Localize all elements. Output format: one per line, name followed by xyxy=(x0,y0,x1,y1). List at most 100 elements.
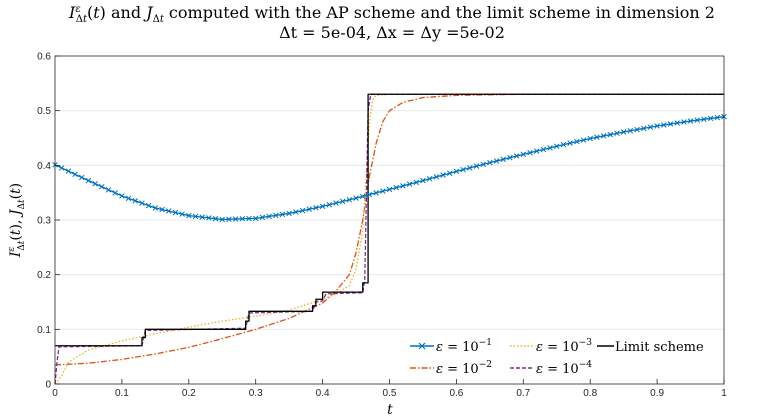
data-point xyxy=(453,168,460,175)
data-point xyxy=(547,145,553,151)
series-line xyxy=(54,93,724,385)
data-point xyxy=(119,193,125,199)
y-tick-label: 0 xyxy=(45,380,51,391)
data-point xyxy=(92,180,98,187)
series-line xyxy=(55,93,724,347)
series-limit-scheme xyxy=(55,93,724,347)
data-point xyxy=(694,117,700,123)
series--10-2 xyxy=(54,93,724,366)
legend-label: ε = 10−4 xyxy=(536,360,592,377)
data-point xyxy=(560,141,567,148)
chart-title: Iε Δt(t) and JΔt computed with the AP sch… xyxy=(68,3,715,25)
series--10-3 xyxy=(54,93,724,385)
data-point xyxy=(65,168,72,174)
x-tick-label: 1 xyxy=(721,388,727,399)
data-point xyxy=(259,214,266,221)
data-point xyxy=(105,187,112,193)
data-point xyxy=(279,211,286,218)
chart-subtitle: Δt = 5e-04, Δx = Δy =5e-02 xyxy=(279,23,505,42)
data-point xyxy=(252,215,259,222)
data-point xyxy=(500,156,506,163)
x-tick-label: 0.2 xyxy=(182,388,196,399)
legend-item-eps-2: ε = 10−2 xyxy=(410,360,492,377)
legend-marker xyxy=(418,342,426,350)
data-point xyxy=(674,120,680,126)
data-point xyxy=(79,174,85,181)
data-point xyxy=(433,174,440,180)
data-point xyxy=(326,201,333,208)
data-point xyxy=(299,207,306,214)
x-tick-label: 0.9 xyxy=(650,388,664,399)
data-point xyxy=(165,208,172,214)
data-point xyxy=(239,216,246,222)
data-point xyxy=(400,183,406,189)
legend-label: ε = 10−3 xyxy=(536,338,592,355)
plot-area: 0 0.1 0.2 0.3 0.4 0.5 0.6 0.7 0.8 0.9 1 0 0.1 0.2 0.3… xyxy=(37,52,727,400)
data-point xyxy=(420,177,426,184)
x-axis-label: t xyxy=(387,402,393,418)
data-point xyxy=(446,170,453,176)
x-tick-label: 0.4 xyxy=(316,388,330,399)
data-point xyxy=(527,150,533,156)
data-point xyxy=(520,151,527,158)
legend-item-eps-3: ε = 10−3 xyxy=(510,338,592,355)
data-point xyxy=(339,198,346,205)
y-axis-label: IεΔt(t), JΔt(t) xyxy=(7,183,27,258)
data-point xyxy=(714,114,721,121)
y-tick-label: 0.2 xyxy=(37,270,51,281)
x-tick-label: 0 xyxy=(52,388,58,399)
data-point xyxy=(600,133,607,139)
data-point xyxy=(319,203,326,210)
data-point xyxy=(480,161,486,168)
data-point xyxy=(467,165,473,171)
data-point xyxy=(112,190,118,196)
data-point xyxy=(313,205,319,211)
x-tick-label: 0.8 xyxy=(583,388,597,399)
data-point xyxy=(440,172,446,178)
x-tick-label: 0.6 xyxy=(449,388,463,399)
data-point xyxy=(634,126,640,133)
data-point xyxy=(607,131,614,138)
data-point xyxy=(380,188,386,194)
data-point xyxy=(99,184,105,190)
data-point xyxy=(614,130,620,137)
x-tick-label: 0.1 xyxy=(115,388,129,399)
data-point xyxy=(587,135,593,142)
data-point xyxy=(687,118,694,124)
series-line xyxy=(54,93,724,366)
data-point xyxy=(286,210,292,217)
data-point xyxy=(186,212,192,219)
x-tick-label: 0.3 xyxy=(249,388,263,399)
data-point xyxy=(574,138,580,145)
data-point xyxy=(212,215,219,222)
y-tick-label: 0.6 xyxy=(37,52,51,63)
series-layer xyxy=(52,93,727,385)
legend-label: Limit scheme xyxy=(615,340,704,355)
data-point xyxy=(667,121,674,127)
data-point xyxy=(413,179,420,186)
data-point xyxy=(681,119,687,125)
svg-text:IεΔt(t), JΔt(t): IεΔt(t), JΔt(t) xyxy=(7,183,27,258)
data-point xyxy=(206,215,212,221)
data-point xyxy=(306,206,312,212)
data-point xyxy=(386,186,393,193)
legend: ε = 10−1 ε = 10−3 Limit scheme ε = 10−2 … xyxy=(407,333,720,379)
legend-label: ε = 10−2 xyxy=(436,360,492,377)
x-tick-label: 0.5 xyxy=(383,388,397,399)
data-point xyxy=(353,195,359,201)
x-tick-label: 0.7 xyxy=(516,388,530,399)
data-point xyxy=(293,209,299,215)
data-point xyxy=(72,171,78,178)
data-point xyxy=(707,115,714,122)
data-point xyxy=(246,215,252,222)
y-tick-label: 0.3 xyxy=(37,216,51,227)
data-point xyxy=(159,206,165,213)
legend-label: ε = 10−1 xyxy=(436,338,492,355)
data-point xyxy=(219,216,226,223)
data-point xyxy=(232,216,239,222)
series--10-1 xyxy=(52,113,727,223)
data-point xyxy=(580,137,587,143)
legend-item-limit: Limit scheme xyxy=(597,340,704,355)
data-point xyxy=(125,195,132,202)
